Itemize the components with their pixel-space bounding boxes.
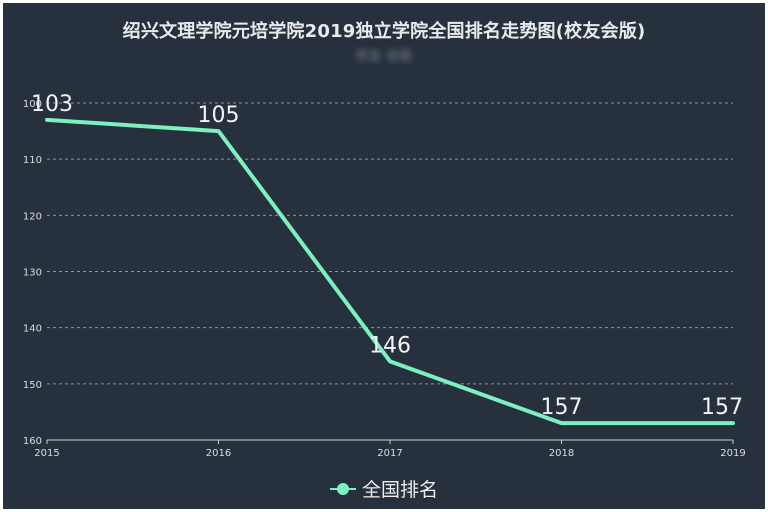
series-layer (45, 117, 735, 426)
y-tick-label: 150 (23, 380, 42, 391)
x-tick-label: 2018 (549, 448, 574, 459)
y-tick-label: 140 (23, 324, 42, 335)
data-label: 157 (701, 395, 743, 420)
y-tick-label: 110 (23, 155, 42, 166)
legend-label: 全国排名 (361, 479, 438, 501)
data-label: 103 (31, 92, 73, 117)
x-tick-label: 2019 (720, 448, 745, 459)
chart-frame: 绍兴文理学院元培学院2019独立学院全国排名走势图(校友会版) 校友 会版 10… (3, 3, 765, 509)
legend-marker-icon (329, 482, 356, 496)
x-tick-label: 2017 (377, 448, 402, 459)
series-line-rank (45, 117, 735, 426)
y-tick-label: 160 (23, 436, 42, 447)
x-tick-label: 2016 (206, 448, 231, 459)
grid-lines (47, 102, 733, 441)
data-labels: 103 105 146 157 157 (31, 92, 743, 420)
chart-title: 绍兴文理学院元培学院2019独立学院全国排名走势图(校友会版) (122, 21, 646, 42)
x-axis: 2015 2016 2017 2018 2019 (34, 440, 746, 459)
legend[interactable]: 全国排名 (3, 475, 765, 502)
x-tick-label: 2015 (34, 448, 59, 459)
legend-item-rank[interactable]: 全国排名 (329, 475, 438, 502)
data-label: 146 (369, 333, 411, 358)
y-tick-label: 130 (23, 268, 42, 279)
y-tick-label: 100 (23, 99, 42, 110)
chart-subtitle: 校友 会版 (355, 49, 413, 64)
data-label: 105 (198, 103, 240, 128)
data-label: 157 (541, 395, 583, 420)
y-axis-ticks: 100 110 120 130 140 150 160 (23, 99, 42, 447)
y-tick-label: 120 (23, 211, 42, 222)
